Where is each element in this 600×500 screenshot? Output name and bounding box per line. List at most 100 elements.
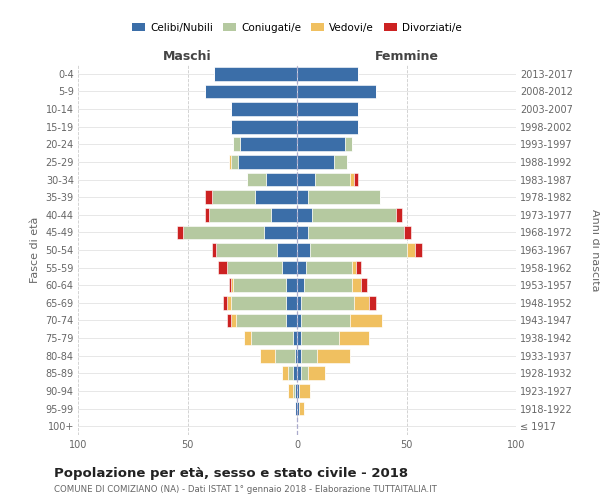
Bar [229, 278, 232, 292]
Bar [297, 102, 358, 116]
Bar [232, 102, 297, 116]
Bar [232, 155, 238, 169]
Bar [297, 402, 299, 415]
Bar [308, 190, 380, 204]
Bar [297, 331, 301, 345]
Bar [218, 260, 227, 274]
Bar [354, 296, 369, 310]
Bar [345, 138, 352, 151]
Bar [338, 331, 369, 345]
Bar [286, 314, 297, 328]
Bar [266, 172, 297, 186]
Bar [233, 138, 240, 151]
Bar [297, 260, 306, 274]
Bar [301, 314, 350, 328]
Bar [297, 84, 376, 98]
Bar [299, 402, 304, 415]
Bar [415, 243, 422, 257]
Bar [251, 331, 293, 345]
Bar [229, 155, 232, 169]
Bar [223, 296, 227, 310]
Bar [352, 260, 356, 274]
Bar [212, 243, 216, 257]
Bar [297, 226, 308, 239]
Bar [209, 208, 271, 222]
Text: Maschi: Maschi [163, 50, 212, 63]
Bar [297, 314, 301, 328]
Bar [369, 296, 376, 310]
Bar [183, 226, 264, 239]
Bar [232, 296, 286, 310]
Bar [301, 366, 308, 380]
Text: COMUNE DI COMIZIANO (NA) - Dati ISTAT 1° gennaio 2018 - Elaborazione TUTTAITALIA: COMUNE DI COMIZIANO (NA) - Dati ISTAT 1°… [54, 485, 437, 494]
Bar [404, 226, 411, 239]
Bar [297, 138, 345, 151]
Bar [297, 172, 314, 186]
Bar [295, 402, 297, 415]
Bar [233, 278, 286, 292]
Bar [244, 331, 251, 345]
Bar [297, 296, 301, 310]
Bar [236, 314, 286, 328]
Legend: Celibi/Nubili, Coniugati/e, Vedovi/e, Divorziati/e: Celibi/Nubili, Coniugati/e, Vedovi/e, Di… [128, 18, 466, 36]
Bar [297, 120, 358, 134]
Bar [350, 172, 354, 186]
Bar [297, 384, 299, 398]
Bar [314, 172, 350, 186]
Bar [176, 226, 183, 239]
Bar [304, 278, 352, 292]
Bar [293, 331, 297, 345]
Bar [356, 260, 361, 274]
Bar [281, 260, 297, 274]
Bar [238, 155, 297, 169]
Bar [308, 366, 325, 380]
Bar [317, 349, 350, 362]
Bar [260, 349, 275, 362]
Bar [212, 190, 256, 204]
Bar [277, 243, 297, 257]
Bar [299, 384, 310, 398]
Bar [297, 349, 301, 362]
Bar [295, 349, 297, 362]
Bar [205, 208, 209, 222]
Bar [288, 366, 293, 380]
Bar [264, 226, 297, 239]
Bar [232, 314, 236, 328]
Bar [301, 331, 338, 345]
Bar [297, 155, 334, 169]
Bar [232, 120, 297, 134]
Bar [352, 278, 361, 292]
Bar [395, 208, 402, 222]
Y-axis label: Anni di nascita: Anni di nascita [590, 209, 600, 291]
Bar [297, 208, 313, 222]
Bar [297, 243, 310, 257]
Bar [205, 84, 297, 98]
Bar [293, 366, 297, 380]
Bar [297, 366, 301, 380]
Text: Popolazione per età, sesso e stato civile - 2018: Popolazione per età, sesso e stato civil… [54, 468, 408, 480]
Bar [232, 278, 233, 292]
Bar [288, 384, 293, 398]
Bar [227, 314, 232, 328]
Bar [271, 208, 297, 222]
Bar [297, 67, 358, 80]
Bar [297, 278, 304, 292]
Bar [350, 314, 382, 328]
Bar [216, 243, 277, 257]
Bar [313, 208, 395, 222]
Bar [214, 67, 297, 80]
Bar [297, 190, 308, 204]
Text: Femmine: Femmine [374, 50, 439, 63]
Bar [240, 138, 297, 151]
Bar [281, 366, 288, 380]
Bar [275, 349, 295, 362]
Bar [247, 172, 266, 186]
Bar [227, 296, 232, 310]
Bar [286, 278, 297, 292]
Bar [205, 190, 212, 204]
Bar [306, 260, 352, 274]
Bar [308, 226, 404, 239]
Y-axis label: Fasce di età: Fasce di età [30, 217, 40, 283]
Bar [407, 243, 415, 257]
Bar [301, 349, 317, 362]
